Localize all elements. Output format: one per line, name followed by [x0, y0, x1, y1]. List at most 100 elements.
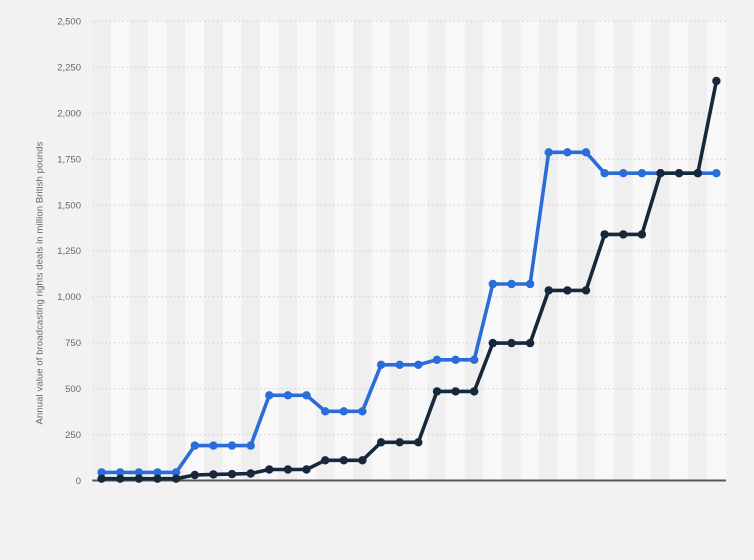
navy-series-point[interactable]: [432, 387, 442, 396]
navy-series-point[interactable]: [451, 387, 460, 396]
plot-stripe: [669, 20, 689, 481]
blue-series-point[interactable]: [525, 279, 535, 289]
navy-series-point[interactable]: [321, 456, 330, 465]
blue-series-point[interactable]: [432, 355, 442, 364]
y-tick-label: 2,250: [57, 63, 81, 74]
plot-stripe: [390, 20, 410, 481]
navy-series-point[interactable]: [619, 230, 628, 239]
plot-stripe: [371, 20, 391, 481]
navy-series-point[interactable]: [581, 286, 591, 295]
blue-series-point[interactable]: [507, 279, 516, 289]
plot-stripe: [613, 20, 633, 481]
blue-series-point[interactable]: [321, 407, 330, 416]
navy-series-point[interactable]: [600, 230, 609, 239]
plot-stripe: [185, 20, 205, 481]
blue-series-point[interactable]: [134, 468, 144, 477]
plot-stripe: [502, 20, 521, 481]
navy-series-point[interactable]: [227, 469, 237, 479]
navy-series-point[interactable]: [470, 387, 479, 396]
navy-series-point[interactable]: [283, 465, 293, 474]
blue-series-point[interactable]: [358, 407, 367, 416]
blue-series-point[interactable]: [376, 360, 386, 369]
y-tick-label: 1,000: [57, 292, 81, 303]
plot-stripe: [595, 20, 614, 481]
navy-series-point[interactable]: [339, 456, 348, 465]
y-tick-label: 500: [65, 384, 81, 395]
navy-series-point[interactable]: [693, 169, 702, 178]
plot-stripe: [334, 20, 354, 481]
blue-series-point[interactable]: [302, 391, 311, 400]
plot-stripe: [315, 20, 335, 481]
plot-stripe: [129, 20, 149, 481]
navy-series-point[interactable]: [265, 465, 274, 474]
blue-series-point[interactable]: [395, 360, 404, 369]
plot-stripe: [688, 20, 708, 481]
blue-series-point[interactable]: [190, 441, 199, 450]
plot-stripe: [297, 20, 316, 481]
plot-stripe: [166, 20, 186, 481]
blue-series-point[interactable]: [600, 169, 609, 178]
navy-series-point[interactable]: [507, 338, 516, 348]
navy-series-point[interactable]: [656, 169, 665, 178]
navy-series-point[interactable]: [395, 438, 404, 447]
plot-stripe: [464, 20, 484, 481]
navy-series-point[interactable]: [209, 470, 218, 479]
blue-series-point[interactable]: [265, 391, 274, 400]
blue-series-point[interactable]: [581, 148, 591, 157]
blue-series-point[interactable]: [246, 441, 255, 450]
navy-series-point[interactable]: [414, 438, 423, 447]
plot-stripe: [576, 20, 596, 481]
blue-series-line: [99, 150, 719, 475]
blue-series-point[interactable]: [712, 169, 721, 178]
blue-series-point[interactable]: [563, 148, 572, 157]
navy-series-point[interactable]: [97, 474, 106, 483]
y-tick-label: 750: [65, 338, 81, 349]
navy-series-point[interactable]: [544, 286, 553, 295]
plot-stripe: [427, 20, 447, 481]
blue-series-point[interactable]: [339, 407, 348, 416]
blue-series-point[interactable]: [451, 355, 460, 364]
y-tick-label: 250: [65, 430, 81, 441]
navy-series-point[interactable]: [190, 470, 199, 480]
navy-series-point[interactable]: [171, 474, 181, 483]
navy-series-point[interactable]: [563, 286, 572, 295]
blue-series-point[interactable]: [470, 355, 479, 364]
blue-series-point[interactable]: [544, 148, 553, 157]
navy-series-point[interactable]: [376, 438, 386, 447]
blue-series-point[interactable]: [209, 441, 218, 450]
blue-series-point[interactable]: [171, 468, 181, 477]
plot-stripe: [539, 20, 559, 481]
navy-series-point[interactable]: [302, 465, 311, 474]
navy-series-point[interactable]: [358, 456, 367, 465]
blue-series-point[interactable]: [619, 169, 628, 178]
navy-series-point[interactable]: [153, 474, 162, 483]
plot-stripe: [409, 20, 428, 481]
plot-stripe: [204, 20, 223, 481]
blue-series-point[interactable]: [637, 169, 647, 178]
plot-stripe: [110, 20, 130, 481]
blue-series-point[interactable]: [97, 468, 106, 477]
plot-stripe: [651, 20, 670, 481]
navy-series-point[interactable]: [488, 338, 497, 348]
plot-stripe: [520, 20, 540, 481]
plot-stripe: [353, 20, 372, 481]
navy-series-point[interactable]: [134, 474, 144, 483]
blue-series-point[interactable]: [488, 279, 497, 289]
blue-series-point[interactable]: [116, 468, 125, 477]
blue-series-point[interactable]: [153, 468, 162, 477]
blue-series-point[interactable]: [283, 391, 293, 400]
y-tick-label: 1,750: [57, 154, 81, 165]
navy-series-point[interactable]: [116, 474, 125, 483]
navy-series-point[interactable]: [246, 469, 255, 478]
navy-series-point[interactable]: [525, 338, 535, 348]
navy-series-point[interactable]: [712, 76, 721, 86]
blue-series-point[interactable]: [414, 360, 423, 369]
navy-series-point[interactable]: [637, 230, 647, 239]
blue-series-point[interactable]: [227, 441, 237, 450]
y-tick-label: 0: [76, 476, 81, 487]
y-tick-label: 1,500: [57, 200, 81, 211]
navy-series-point[interactable]: [674, 169, 684, 178]
plot-stripe: [278, 20, 298, 481]
